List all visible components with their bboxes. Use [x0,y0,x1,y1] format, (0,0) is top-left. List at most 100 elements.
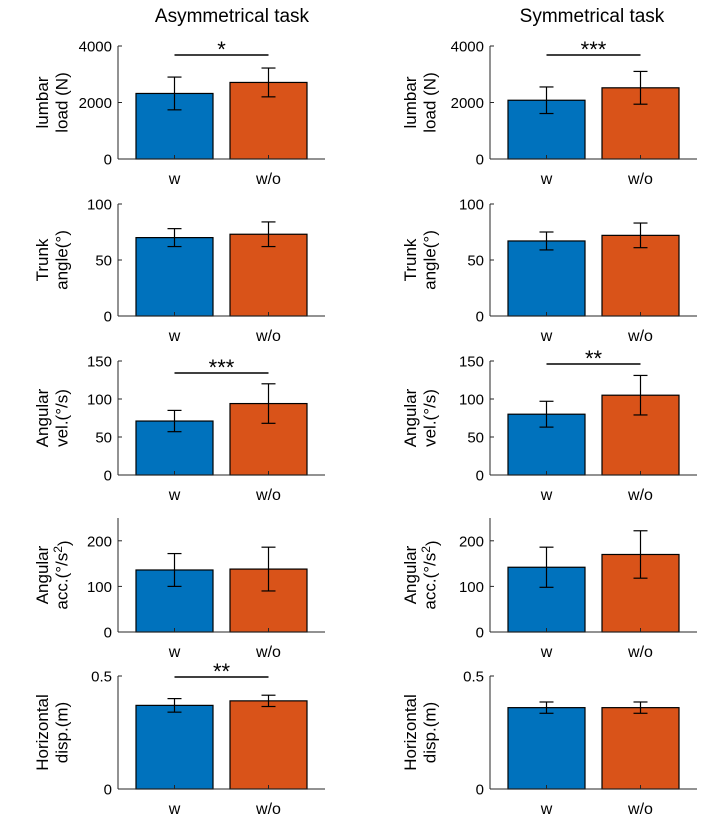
y-tick-label: 100 [459,197,484,214]
y-axis-label: Angularvel.(°/s) [401,388,440,447]
x-tick-label: w [168,801,181,815]
y-axis-label-close: ) [423,540,442,546]
x-tick-label: w [168,328,181,345]
significance-stars: ** [585,346,603,371]
y-axis-label: Horizontaldisp.(m) [401,694,440,771]
y-axis-label-close: ) [55,540,74,546]
significance-stars: ** [213,659,231,684]
y-axis-label-line2: acc.(°/s [52,553,71,610]
bar-wo [229,700,308,790]
panel-r4-c0: w w/o 0 0.5 Horizontaldisp.(m) ** [33,659,325,815]
y-tick-label: 0 [476,152,484,169]
y-tick-label: 0 [104,468,112,485]
x-tick-label: w [168,644,181,661]
y-tick-label: 200 [459,533,484,550]
y-tick-label: 4000 [451,39,484,56]
y-axis-label-line1: lumbar [401,76,420,128]
panel-r0-c0: w w/o 0 2000 4000 lumbarload (N) * [33,37,325,188]
bar-wo [229,233,308,317]
x-tick-label: w/o [255,644,281,661]
y-axis-label-line1: Angular [401,388,420,447]
x-tick-label: w/o [255,328,281,345]
x-tick-label: w [168,487,181,504]
y-axis-label: Horizontaldisp.(m) [33,694,72,771]
panel-r2-c1: w w/o 0 50 100 150 Angularvel.(°/s) ** [401,346,697,504]
y-tick-label: 0 [104,152,112,169]
x-tick-label: w/o [627,801,653,815]
x-tick-label: w/o [255,171,281,188]
y-tick-label: 100 [87,197,112,214]
x-tick-label: w [540,328,553,345]
y-tick-label: 50 [467,430,484,447]
panel-r3-c1: w w/o 0 100 200 Angularacc.(°/s2) [401,518,697,661]
y-tick-label: 0.5 [91,669,112,686]
panel-r3-c0: w w/o 0 100 200 Angularacc.(°/s2) [33,518,325,661]
panel-r4-c1: w w/o 0 0.5 Horizontaldisp.(m) [401,669,697,815]
x-tick-label: w [168,171,181,188]
y-axis-label-line2: load (N) [420,72,439,132]
x-tick-label: w/o [255,487,281,504]
y-axis-label-superscript: 2 [419,546,433,553]
y-axis-label: lumbarload (N) [401,72,440,132]
bar-w [135,237,214,317]
bar-w [135,704,214,790]
x-tick-label: w/o [627,644,653,661]
y-axis-label-line1: Angular [401,545,420,604]
y-tick-label: 0 [104,309,112,326]
y-axis-label-line1: Trunk [33,238,52,281]
panel-r1-c0: w w/o 0 50 100 Trunkangle(°) [33,197,325,345]
y-axis-label-line1: lumbar [33,76,52,128]
y-axis-label-line2: angle(°) [52,230,71,290]
y-tick-label: 150 [87,354,112,371]
y-tick-label: 2000 [79,95,112,112]
significance-stars: *** [209,355,235,380]
y-axis-label-line2: load (N) [52,72,71,132]
x-tick-label: w [540,171,553,188]
x-tick-label: w/o [627,328,653,345]
y-tick-label: 50 [95,430,112,447]
y-axis-label-line2: disp.(m) [52,702,71,763]
x-tick-label: w/o [627,487,653,504]
y-axis-label-line1: Angular [33,388,52,447]
y-tick-label: 0 [476,625,484,642]
significance-stars: * [217,37,226,62]
y-axis-label-line1: Trunk [401,238,420,281]
y-axis-label-line1: Horizontal [401,694,420,771]
column-title-symmetrical: Symmetrical task [520,6,665,27]
y-tick-label: 50 [467,253,484,270]
y-tick-label: 100 [459,392,484,409]
y-tick-label: 0 [476,309,484,326]
y-axis-label: Trunkangle(°) [33,230,72,290]
panel-r2-c0: w w/o 0 50 100 150 Angularvel.(°/s) *** [33,354,325,504]
y-axis-label: Angularacc.(°/s2) [401,540,442,609]
y-axis-label-line2: vel.(°/s) [420,389,439,447]
panel-r1-c1: w w/o 0 50 100 Trunkangle(°) [401,197,697,345]
y-tick-label: 0 [104,782,112,799]
y-tick-label: 150 [459,354,484,371]
y-tick-label: 2000 [451,95,484,112]
y-tick-label: 0.5 [463,669,484,686]
x-tick-label: w [540,487,553,504]
y-tick-label: 100 [459,579,484,596]
y-axis-label-line2: acc.(°/s [420,553,439,610]
y-axis-label: Angularvel.(°/s) [33,388,72,447]
y-tick-label: 0 [104,625,112,642]
y-tick-label: 4000 [79,39,112,56]
bar-wo [601,234,680,317]
bar-w [507,707,586,790]
panel-r0-c1: w w/o 0 2000 4000 lumbarload (N) *** [401,37,697,188]
significance-stars: *** [581,37,607,62]
x-tick-label: w [540,801,553,815]
y-tick-label: 0 [476,468,484,485]
y-tick-label: 200 [87,533,112,550]
column-title-asymmetrical: Asymmetrical task [155,6,310,27]
y-axis-label-line2: disp.(m) [420,702,439,763]
y-axis-label: Angularacc.(°/s2) [33,540,74,609]
y-tick-label: 0 [476,782,484,799]
y-axis-label-line2: vel.(°/s) [52,389,71,447]
x-tick-label: w [540,644,553,661]
y-tick-label: 50 [95,253,112,270]
y-axis-label-line1: Angular [33,545,52,604]
bar-wo [601,707,680,790]
